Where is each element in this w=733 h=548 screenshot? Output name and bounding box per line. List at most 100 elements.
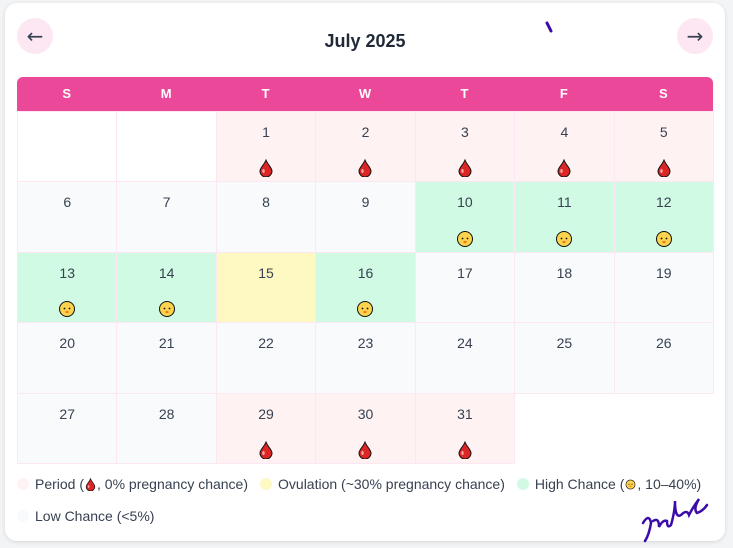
day-cell[interactable]: 22 [215, 322, 317, 394]
legend-text: High Chance ( [534, 476, 625, 492]
day-number: 10 [457, 194, 473, 211]
day-cell[interactable]: 1 [215, 111, 317, 183]
weekday-label: W [358, 86, 372, 101]
day-number: 8 [262, 194, 270, 211]
legend-item: Ovulation (~30% pregnancy chance) [260, 475, 505, 493]
day-number: 19 [655, 264, 672, 281]
day-number: 23 [357, 335, 374, 352]
day-number: 26 [655, 335, 672, 352]
legend-item: High Chance ( , 10–40%) [516, 475, 702, 493]
day-number: 2 [361, 124, 370, 140]
drop-icon [259, 159, 273, 178]
day-cell[interactable]: 31 [414, 392, 516, 464]
day-cell[interactable]: 26 [613, 322, 714, 394]
drop-icon [358, 440, 372, 459]
drop-icon [657, 159, 671, 178]
day-cell[interactable]: 21 [116, 322, 217, 394]
day-cell[interactable]: 9 [315, 181, 416, 253]
day-cell[interactable]: 10 [414, 181, 516, 253]
baby-icon [59, 301, 76, 318]
drop-icon [85, 477, 96, 491]
day-cell[interactable]: 17 [414, 251, 516, 324]
day-number: 25 [556, 335, 573, 352]
day-number: 29 [258, 405, 274, 422]
day-number: 15 [258, 264, 274, 281]
legend-text: , 0% pregnancy chance) [97, 476, 249, 492]
day-number: 31 [457, 405, 473, 422]
day-cell[interactable]: 11 [514, 181, 615, 253]
baby-icon [556, 230, 573, 247]
day-number: 20 [59, 335, 75, 352]
day-cell[interactable]: 27 [17, 392, 118, 464]
day-cell[interactable]: 18 [514, 251, 615, 324]
day-number: 3 [461, 124, 469, 140]
day-cell[interactable]: 29 [215, 392, 317, 464]
day-number: 9 [361, 194, 370, 211]
drop-icon [458, 159, 472, 178]
day-cell[interactable]: 19 [613, 251, 714, 324]
legend-swatch [17, 510, 29, 522]
drop-icon [557, 159, 571, 178]
legend-item: Period ( , 0% pregnancy chance) [17, 475, 248, 493]
day-cell[interactable]: 20 [17, 322, 118, 394]
day-number: 1 [262, 124, 270, 140]
day-cell[interactable]: 28 [116, 392, 217, 464]
day-number: 13 [59, 264, 75, 281]
legend: Period ( , 0% pregnancy chance) Ovulation … [17, 475, 713, 525]
day-cell[interactable]: 2 [315, 111, 416, 183]
day-cell[interactable]: 25 [514, 322, 615, 394]
day-cell[interactable]: 4 [514, 111, 615, 183]
weekday-label: S [658, 86, 668, 101]
day-cell[interactable]: 23 [315, 322, 416, 394]
day-cell[interactable]: 14 [116, 251, 217, 324]
legend-text: Ovulation (~30% pregnancy chance) [278, 476, 505, 492]
legend-swatch [17, 478, 29, 490]
day-cell[interactable]: 12 [613, 181, 714, 253]
day-cell[interactable]: 5 [613, 111, 714, 183]
legend-item: Low Chance (<5%) [17, 507, 154, 525]
day-number: 6 [63, 194, 72, 211]
day-cell[interactable]: 8 [215, 181, 317, 253]
drop-icon [259, 440, 273, 459]
day-number: 5 [659, 124, 668, 140]
day-cell[interactable]: 3 [414, 111, 516, 183]
day-cell [116, 111, 217, 183]
day-number: 27 [59, 405, 75, 422]
weekday-label: S [62, 86, 72, 101]
weekday-label: T [261, 86, 270, 101]
day-number: 30 [357, 405, 374, 422]
baby-icon [357, 301, 374, 318]
weekday-label: T [460, 86, 469, 101]
next-button[interactable]: → [677, 18, 713, 54]
legend-text: Period ( [35, 476, 85, 492]
drop-icon [358, 159, 372, 178]
day-cell [17, 111, 118, 183]
baby-icon [158, 301, 175, 318]
day-cell[interactable]: 13 [17, 251, 118, 324]
legend-text: Low Chance (<5%) [35, 508, 155, 524]
drop-icon [458, 440, 472, 459]
baby-icon [655, 230, 672, 247]
day-number: 21 [158, 335, 175, 352]
day-number: 28 [158, 405, 175, 422]
day-cell[interactable]: 15 [215, 251, 317, 324]
day-cell[interactable]: 6 [17, 181, 118, 253]
day-number: 12 [655, 194, 672, 211]
day-number: 14 [158, 264, 175, 281]
day-cell[interactable]: 16 [315, 251, 416, 324]
prev-button[interactable]: ← [17, 18, 53, 54]
weekday-label: M [160, 86, 172, 101]
baby-icon [625, 479, 636, 489]
day-cell[interactable]: 7 [116, 181, 217, 253]
legend-text: , 10–40%) [637, 476, 702, 492]
legend-swatch [260, 478, 273, 490]
day-cell[interactable]: 24 [414, 322, 516, 394]
baby-icon [456, 230, 473, 247]
day-number: 11 [557, 194, 572, 211]
day-cell[interactable]: 30 [315, 392, 416, 464]
day-number: 18 [556, 264, 573, 281]
day-number: 7 [162, 194, 171, 211]
